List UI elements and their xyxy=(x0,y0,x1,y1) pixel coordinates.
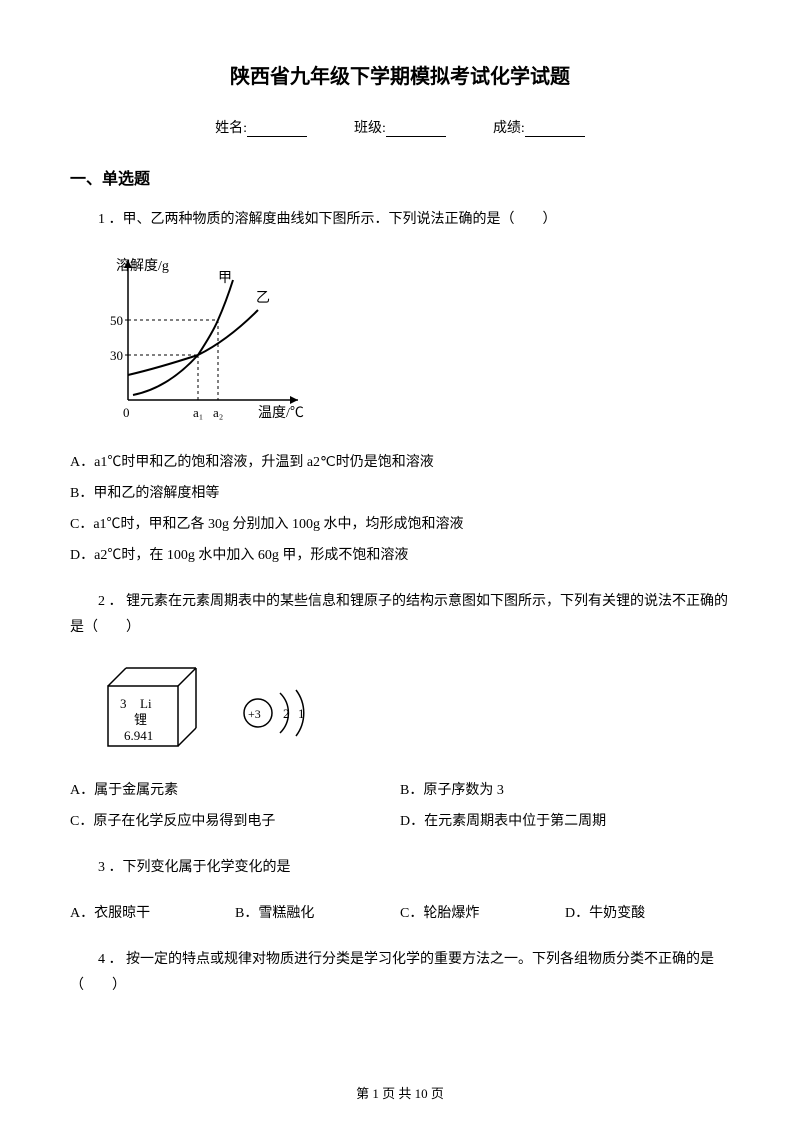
score-blank[interactable] xyxy=(525,123,585,137)
page-title: 陕西省九年级下学期模拟考试化学试题 xyxy=(70,60,730,89)
class-blank[interactable] xyxy=(386,123,446,137)
q1-text: 1 ．甲、乙两种物质的溶解度曲线如下图所示．下列说法正确的是（ ） xyxy=(70,207,730,232)
q1-chart: 50 30 溶解度/g 温度/℃ 0 a₁ a₂ 甲 乙 xyxy=(98,250,730,430)
section-heading: 一、单选题 xyxy=(70,165,730,189)
xtick-a2: a₂ xyxy=(213,405,223,420)
page-footer: 第 1 页 共 10 页 xyxy=(0,1083,800,1102)
q2-figure: 3 Li 锂 6.941 +3 2 1 xyxy=(98,658,730,758)
q3-opt-c: C．轮胎爆炸 xyxy=(400,899,565,930)
origin-label: 0 xyxy=(123,405,130,420)
name-blank[interactable] xyxy=(247,123,307,137)
q1-opt-d: D．a2℃时，在 100g 水中加入 60g 甲，形成不饱和溶液 xyxy=(70,541,730,572)
q1-options: A．a1℃时甲和乙的饱和溶液，升温到 a2℃时仍是饱和溶液 B．甲和乙的溶解度相… xyxy=(70,448,730,571)
elem-name: 锂 xyxy=(134,712,147,727)
shell-2: 1 xyxy=(298,706,305,721)
elem-sym: Li xyxy=(140,696,152,711)
q1-opt-b: B．甲和乙的溶解度相等 xyxy=(70,479,730,510)
q1-opt-c: C．a1℃时，甲和乙各 30g 分别加入 100g 水中，均形成饱和溶液 xyxy=(70,510,730,541)
elem-num: 3 xyxy=(120,696,127,711)
elem-mass: 6.941 xyxy=(124,728,153,743)
xtick-a1: a₁ xyxy=(193,405,203,420)
q2-opt-c: C．原子在化学反应中易得到电子 xyxy=(70,807,400,838)
class-label: 班级: xyxy=(354,121,386,136)
q2-opt-a: A．属于金属元素 xyxy=(70,776,400,807)
q3-text: 3 ．下列变化属于化学变化的是 xyxy=(70,855,730,880)
y-axis-label: 溶解度/g xyxy=(116,258,169,274)
student-info: 姓名: 班级: 成绩: xyxy=(70,117,730,137)
ytick-50: 50 xyxy=(110,313,123,328)
q2-text: 2 ． 锂元素在元素周期表中的某些信息和锂原子的结构示意图如下图所示，下列有关锂… xyxy=(70,589,730,639)
q3-opt-d: D．牛奶变酸 xyxy=(565,899,730,930)
curve-b-label: 乙 xyxy=(256,290,270,306)
ytick-30: 30 xyxy=(110,348,123,363)
q2-options: A．属于金属元素 B．原子序数为 3 C．原子在化学反应中易得到电子 D．在元素… xyxy=(70,776,730,838)
q4-text: 4 ． 按一定的特点或规律对物质进行分类是学习化学的重要方法之一。下列各组物质分… xyxy=(70,947,730,997)
q3-options: A．衣服晾干 B．雪糕融化 C．轮胎爆炸 D．牛奶变酸 xyxy=(70,899,730,930)
q3-opt-a: A．衣服晾干 xyxy=(70,899,235,930)
score-label: 成绩: xyxy=(493,121,525,136)
q2-opt-d: D．在元素周期表中位于第二周期 xyxy=(400,807,730,838)
x-axis-label: 温度/℃ xyxy=(258,405,304,421)
shell-1: 2 xyxy=(283,706,290,721)
q3-opt-b: B．雪糕融化 xyxy=(235,899,400,930)
atom-center: +3 xyxy=(248,707,261,721)
q2-opt-b: B．原子序数为 3 xyxy=(400,776,730,807)
q1-opt-a: A．a1℃时甲和乙的饱和溶液，升温到 a2℃时仍是饱和溶液 xyxy=(70,448,730,479)
curve-a-label: 甲 xyxy=(218,271,232,286)
name-label: 姓名: xyxy=(215,121,247,136)
